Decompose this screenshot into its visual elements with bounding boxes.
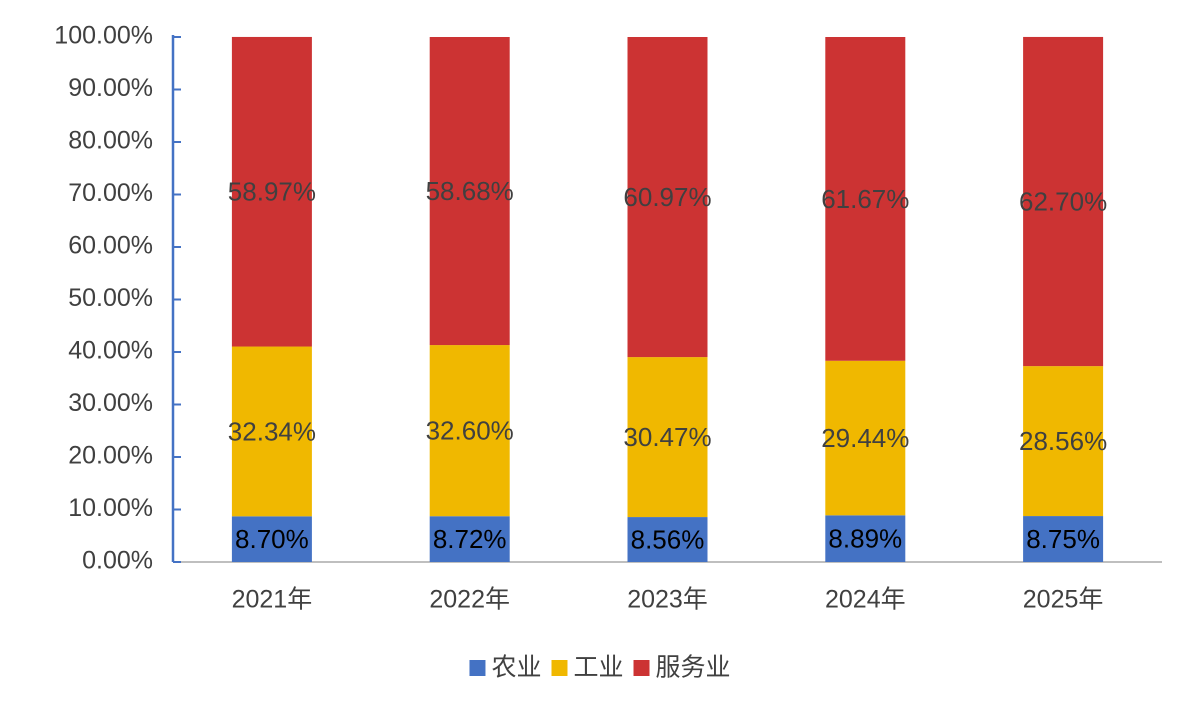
data-label: 58.68% [426,176,514,206]
data-label: 60.97% [623,182,711,212]
bar-segment [1023,516,1104,562]
y-tick-label: 60.00% [68,232,153,260]
data-label: 28.56% [1019,426,1107,456]
data-label: 8.75% [1026,524,1100,554]
bar-segment [1023,366,1104,517]
bar-segment [1023,36,1104,367]
x-tick-label: 2022年 [429,586,510,614]
data-label: 61.67% [821,184,909,214]
y-tick-label: 20.00% [68,442,153,470]
bar-segment [825,37,906,361]
y-tick-label: 10.00% [68,494,153,522]
data-label: 32.60% [426,416,514,446]
bar-segment [825,360,906,516]
y-tick-label: 50.00% [68,284,153,312]
data-label: 8.56% [631,524,705,554]
bar-segment [627,37,708,358]
data-label: 62.70% [1019,186,1107,216]
y-tick-label: 100.00% [54,22,153,50]
y-tick-label: 30.00% [68,389,153,417]
bar-segment [627,517,708,562]
y-tick-label: 40.00% [68,337,153,365]
x-tick-label: 2025年 [1023,586,1104,614]
bar-segment [231,516,312,562]
legend-swatch [633,660,650,676]
x-tick-label: 2023年 [627,586,708,614]
data-label: 8.89% [828,524,902,554]
bar-segment [429,516,510,562]
y-tick-label: 70.00% [68,179,153,207]
y-tick-label: 80.00% [68,127,153,155]
bar-segment [429,37,510,346]
data-label: 8.70% [235,524,309,554]
bar-segment [627,357,708,518]
bar-segment [231,346,312,517]
y-tick-label: 90.00% [68,74,153,102]
bar-segment [429,345,510,517]
legend-label: 农业 [491,654,541,682]
x-tick-label: 2024年 [825,586,906,614]
data-label: 29.44% [821,423,909,453]
legend-swatch [551,660,568,676]
data-label: 32.34% [228,416,316,446]
legend-swatch [469,660,486,676]
legend-label: 服务业 [656,654,731,682]
data-label: 30.47% [623,422,711,452]
bar-segment [231,36,312,347]
data-label: 58.97% [228,177,316,207]
data-label: 8.72% [433,524,507,554]
y-tick-label: 0.00% [82,547,153,575]
bar-segment [825,515,906,562]
x-tick-label: 2021年 [232,586,313,614]
legend-label: 工业 [573,654,623,682]
